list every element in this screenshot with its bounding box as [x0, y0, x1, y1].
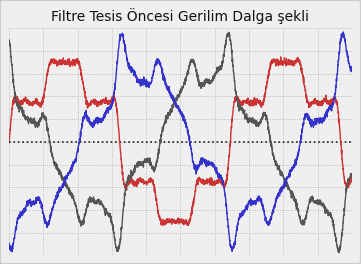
Title: Filtre Tesis Öncesi Gerilim Dalga şekli: Filtre Tesis Öncesi Gerilim Dalga şekli — [52, 8, 309, 24]
